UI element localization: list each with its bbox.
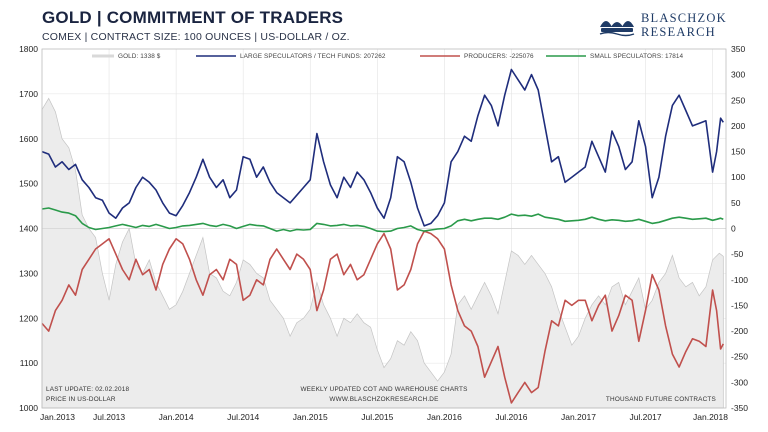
price-unit-note: PRICE IN US-DOLLAR: [46, 396, 116, 403]
left-tick-label: 1300: [19, 268, 38, 278]
x-tick-label: Jul.2017: [629, 412, 661, 422]
right-unit-note: THOUSAND FUTURE CONTRACTS: [606, 396, 716, 403]
right-tick-label: 100: [731, 172, 745, 182]
legend: GOLD: 1338 $ LARGE SPECULATORS / TECH FUN…: [92, 53, 684, 60]
gold-price-area: [41, 97, 724, 409]
left-tick-label: 1800: [19, 44, 38, 54]
chart-subtitle: COMEX | CONTRACT SIZE: 100 OUNCES | US-D…: [42, 31, 350, 43]
right-tick-label: -350: [731, 403, 748, 413]
small-speculators-line: [41, 207, 724, 233]
right-tick-label: 350: [731, 44, 745, 54]
chart-title: GOLD | COMMITMENT OF TRADERS: [42, 8, 344, 27]
left-tick-label: 1500: [19, 179, 38, 189]
x-tick-label: Jan.2013: [40, 412, 75, 422]
last-update-note: LAST UPDATE: 02.02.2018: [46, 386, 129, 393]
logo-text-line2: RESEARCH: [641, 25, 716, 39]
x-axis: Jan.2013 Jul.2013 Jan.2014 Jul.2014 Jan.2015…: [40, 412, 728, 422]
website-note: WWW.BLASCHZOKRESEARCH.DE: [329, 396, 438, 403]
x-tick-label: Jan.2016: [427, 412, 462, 422]
left-axis: 1000 1100 1200 1300 1400 1500 1600 1700 1800: [19, 44, 38, 413]
x-tick-label: Jan.2014: [159, 412, 194, 422]
right-tick-label: -100: [731, 275, 748, 285]
right-tick-label: -300: [731, 377, 748, 387]
x-tick-label: Jan.2018: [693, 412, 728, 422]
source-note: WEEKLY UPDATED COT AND WAREHOUSE CHARTS: [300, 386, 467, 393]
right-tick-label: 50: [731, 198, 741, 208]
left-tick-label: 1200: [19, 313, 38, 323]
x-tick-label: Jan.2015: [293, 412, 328, 422]
producers-line: [41, 230, 725, 404]
left-tick-label: 1700: [19, 89, 38, 99]
legend-label: GOLD: 1338 $: [118, 53, 161, 60]
right-tick-label: -250: [731, 352, 748, 362]
right-axis: -350 -300 -250 -200 -150 -100 -50 0 50 100 150 200 2…: [731, 44, 748, 413]
x-tick-label: Jul.2016: [495, 412, 527, 422]
x-tick-label: Jan.2017: [561, 412, 596, 422]
plot-frame: [41, 48, 727, 409]
right-tick-label: 200: [731, 121, 745, 131]
gold-price-area-shape: [41, 97, 724, 409]
stylized-ships-icon: [598, 13, 636, 37]
right-tick-label: 300: [731, 70, 745, 80]
logo-text-line1: BLASCHZOK: [641, 11, 727, 25]
right-tick-label: -150: [731, 300, 748, 310]
large-speculators-line: [41, 68, 724, 227]
left-tick-label: 1100: [20, 358, 39, 368]
legend-label: SMALL SPECULATORS: 17814: [590, 53, 684, 60]
x-tick-label: Jul.2014: [227, 412, 259, 422]
series-lines: [41, 68, 725, 404]
x-tick-label: Jul.2015: [361, 412, 393, 422]
left-tick-label: 1400: [19, 224, 38, 234]
right-tick-label: 0: [731, 224, 736, 234]
x-tick-label: Jul.2013: [93, 412, 125, 422]
blaschzok-logo: BLASCHZOK RESEARCH: [598, 10, 728, 42]
left-tick-label: 1000: [19, 403, 38, 413]
right-tick-label: -50: [731, 249, 744, 259]
right-tick-label: 250: [731, 95, 745, 105]
left-tick-label: 1600: [19, 134, 38, 144]
right-tick-label: 150: [731, 147, 745, 157]
legend-label: LARGE SPECULATORS / TECH FUNDS: 207262: [240, 53, 386, 60]
legend-label: PRODUCERS: -225076: [464, 53, 534, 60]
right-tick-label: -200: [731, 326, 748, 336]
